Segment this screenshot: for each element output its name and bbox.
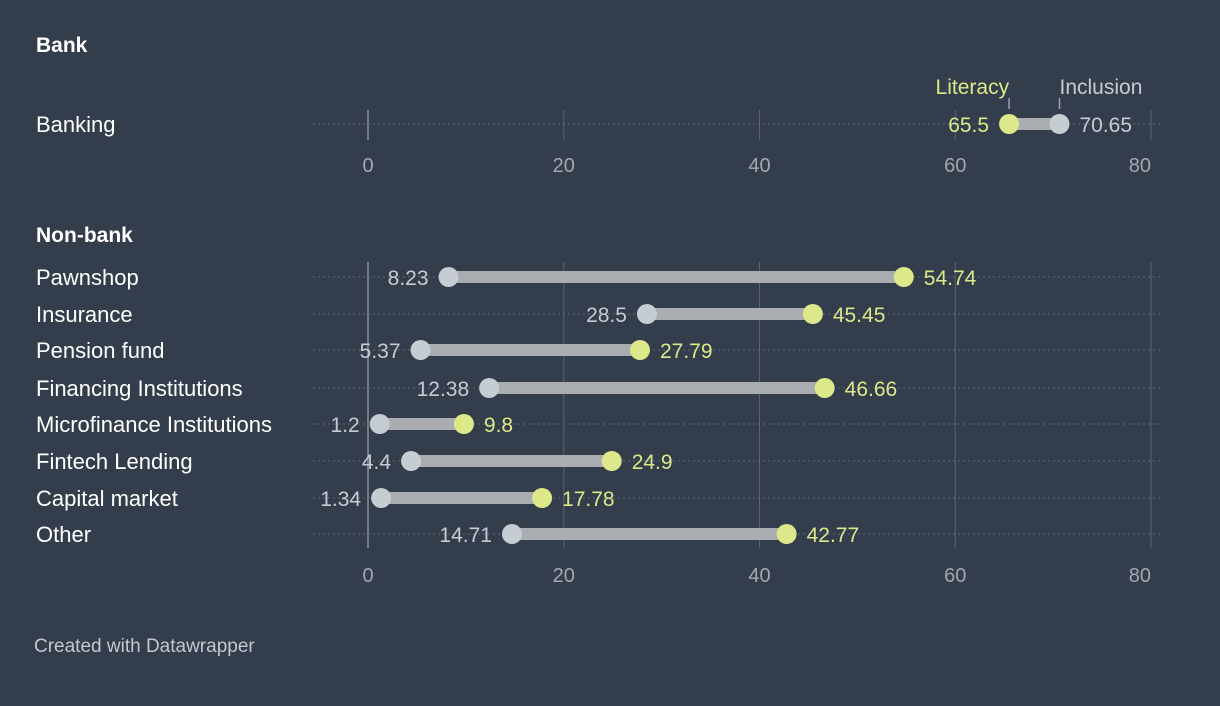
legend-label: Literacy <box>936 76 1010 99</box>
literacy-dot <box>802 304 823 324</box>
literacy-dot <box>629 340 650 360</box>
inclusion-dot <box>1049 114 1070 134</box>
inclusion-dot <box>438 267 459 287</box>
literacy-dot <box>814 378 835 398</box>
category-label: Insurance <box>36 302 133 327</box>
category-label: Microfinance Institutions <box>36 412 272 437</box>
legend-label: Inclusion <box>1059 76 1142 99</box>
value-label: 65.5 <box>948 114 989 137</box>
value-label: 28.5 <box>586 304 627 327</box>
x-tick-label: 60 <box>944 565 966 587</box>
literacy-dot <box>893 267 914 287</box>
literacy-dot <box>453 414 474 434</box>
value-label: 8.23 <box>388 267 429 290</box>
category-label: Financing Institutions <box>36 376 243 401</box>
value-label: 17.78 <box>562 488 615 511</box>
value-label: 24.9 <box>632 451 673 474</box>
value-label: 1.34 <box>320 488 361 511</box>
category-label: Pawnshop <box>36 265 139 290</box>
x-tick-label: 80 <box>1129 565 1151 587</box>
inclusion-dot <box>410 340 431 360</box>
x-tick-label: 20 <box>553 155 575 177</box>
value-label: 14.71 <box>439 524 492 547</box>
category-label: Banking <box>36 112 116 137</box>
inclusion-dot <box>371 488 392 508</box>
bank-group-title: Bank <box>36 34 88 57</box>
literacy-dot <box>999 114 1020 134</box>
literacy-dot <box>601 451 622 471</box>
x-tick-label: 40 <box>748 565 770 587</box>
value-label: 42.77 <box>807 524 860 547</box>
value-label: 46.66 <box>845 378 898 401</box>
nonbank-group-title: Non-bank <box>36 224 133 247</box>
x-tick-label: 20 <box>553 565 575 587</box>
x-tick-label: 60 <box>944 155 966 177</box>
value-label: 70.65 <box>1079 114 1132 137</box>
inclusion-dot <box>479 378 500 398</box>
inclusion-dot <box>401 451 422 471</box>
inclusion-dot <box>636 304 657 324</box>
value-label: 27.79 <box>660 340 713 363</box>
literacy-dot <box>532 488 553 508</box>
credit-text: Created with Datawrapper <box>34 636 255 657</box>
value-label: 4.4 <box>362 451 392 474</box>
x-tick-label: 0 <box>362 565 373 587</box>
value-label: 45.45 <box>833 304 886 327</box>
literacy-dot <box>776 524 797 544</box>
category-label: Capital market <box>36 486 178 511</box>
value-label: 12.38 <box>417 378 470 401</box>
value-label: 1.2 <box>331 414 360 437</box>
category-label: Pension fund <box>36 338 164 363</box>
category-label: Other <box>36 522 91 547</box>
x-tick-label: 40 <box>748 155 770 177</box>
inclusion-dot <box>369 414 390 434</box>
value-label: 54.74 <box>924 267 977 290</box>
value-label: 9.8 <box>484 414 513 437</box>
category-label: Fintech Lending <box>36 449 193 474</box>
value-label: 5.37 <box>360 340 401 363</box>
inclusion-dot <box>501 524 522 544</box>
x-tick-label: 80 <box>1129 155 1151 177</box>
x-tick-label: 0 <box>362 155 373 177</box>
